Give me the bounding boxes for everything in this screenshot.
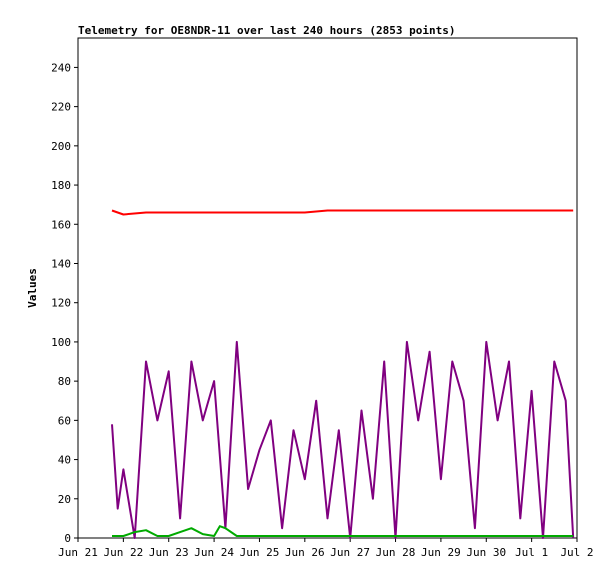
x-axis: Jun 21 Jun 22 Jun 23 Jun 24 Jun 25 Jun 26 Jun … bbox=[58, 538, 594, 559]
y-tick-label: 0 bbox=[64, 532, 71, 545]
y-tick-label: 120 bbox=[51, 297, 71, 310]
y-axis: 0 20 40 60 80 100 120 140 160 180 200 220 240 bbox=[51, 61, 78, 545]
y-tick-label: 220 bbox=[51, 101, 71, 114]
series-line-1 bbox=[111, 209, 574, 216]
series-layer bbox=[111, 209, 575, 539]
x-tick-label: Jul 1 bbox=[515, 546, 548, 559]
y-tick-label: 140 bbox=[51, 257, 71, 270]
x-tick-label: Jun 27 bbox=[330, 546, 370, 559]
y-tick-label: 40 bbox=[58, 454, 71, 467]
series-line-3 bbox=[112, 525, 574, 537]
series-line-2 bbox=[111, 340, 575, 539]
y-tick-label: 200 bbox=[51, 140, 71, 153]
x-tick-label: Jun 25 bbox=[240, 546, 280, 559]
x-tick-label: Jun 26 bbox=[285, 546, 325, 559]
y-tick-label: 100 bbox=[51, 336, 71, 349]
chart-title: Telemetry for OE8NDR-11 over last 240 ho… bbox=[78, 24, 456, 37]
x-tick-label: Jul 2 bbox=[560, 546, 593, 559]
y-tick-label: 80 bbox=[58, 375, 71, 388]
x-tick-label: Jun 21 bbox=[58, 546, 98, 559]
x-tick-label: Jun 28 bbox=[376, 546, 416, 559]
y-tick-label: 20 bbox=[58, 493, 71, 506]
x-tick-label: Jun 29 bbox=[421, 546, 461, 559]
y-tick-label: 240 bbox=[51, 61, 71, 74]
x-tick-label: Jun 22 bbox=[103, 546, 143, 559]
y-tick-label: 180 bbox=[51, 179, 71, 192]
x-tick-label: Jun 30 bbox=[466, 546, 506, 559]
x-tick-label: Jun 24 bbox=[194, 546, 234, 559]
y-tick-label: 160 bbox=[51, 218, 71, 231]
x-tick-label: Jun 23 bbox=[149, 546, 189, 559]
y-tick-label: 60 bbox=[58, 414, 71, 427]
y-axis-label: Values bbox=[26, 268, 39, 308]
plot-area bbox=[77, 37, 578, 539]
